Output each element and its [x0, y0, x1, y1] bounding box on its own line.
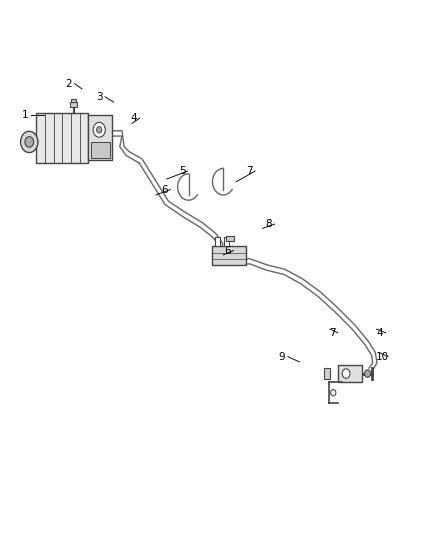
Circle shape	[21, 131, 38, 152]
Bar	[88, 115, 113, 160]
Bar	[338, 365, 361, 382]
Text: 5: 5	[179, 166, 185, 176]
Text: 9: 9	[279, 352, 286, 361]
Text: 8: 8	[266, 219, 272, 229]
Bar	[224, 237, 230, 246]
Text: 1: 1	[22, 110, 28, 120]
Circle shape	[364, 370, 371, 377]
Text: 3: 3	[96, 92, 102, 102]
Bar	[71, 102, 77, 108]
Text: 4: 4	[377, 328, 383, 338]
Text: 6: 6	[161, 184, 168, 195]
Text: 2: 2	[66, 78, 72, 88]
Bar	[226, 236, 234, 241]
Bar	[215, 237, 220, 246]
Circle shape	[331, 390, 336, 396]
Text: 10: 10	[376, 352, 389, 361]
Bar	[91, 142, 110, 158]
Text: 7: 7	[329, 328, 336, 338]
Bar	[324, 368, 330, 379]
Bar	[36, 113, 88, 163]
Text: 7: 7	[246, 166, 253, 176]
Circle shape	[93, 123, 105, 137]
Bar	[71, 99, 76, 102]
Bar	[212, 246, 247, 265]
Text: 4: 4	[131, 113, 138, 123]
Circle shape	[342, 369, 350, 378]
Circle shape	[97, 127, 102, 133]
Circle shape	[25, 136, 34, 147]
Text: 6: 6	[224, 246, 231, 256]
